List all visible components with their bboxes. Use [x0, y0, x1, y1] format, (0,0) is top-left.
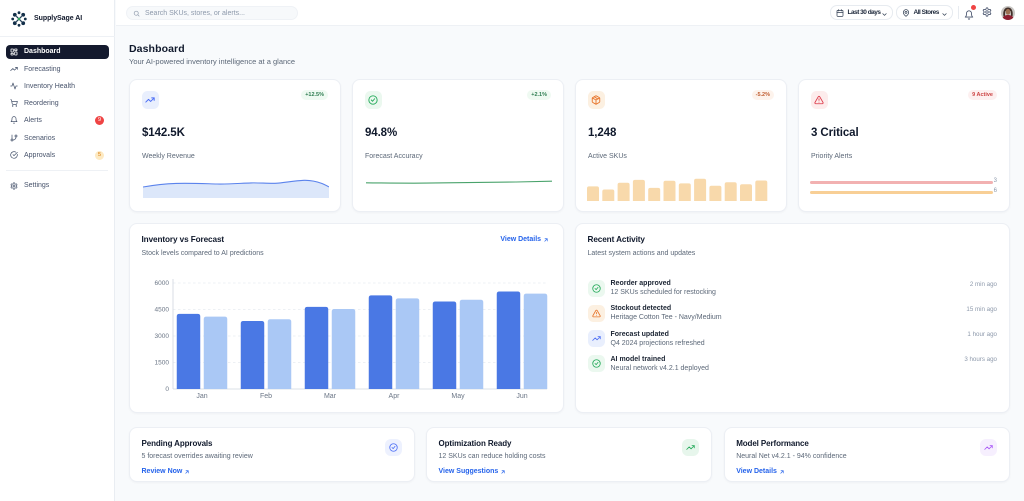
svg-text:1500: 1500 — [155, 360, 170, 367]
svg-text:3000: 3000 — [155, 333, 170, 340]
svg-text:0: 0 — [165, 386, 169, 393]
svg-text:Mar: Mar — [324, 393, 337, 400]
svg-text:Jun: Jun — [516, 393, 527, 400]
svg-text:4500: 4500 — [155, 307, 170, 314]
svg-text:6000: 6000 — [155, 280, 170, 287]
svg-text:Feb: Feb — [260, 393, 272, 400]
svg-text:Jan: Jan — [196, 393, 207, 400]
svg-text:Apr: Apr — [389, 393, 401, 400]
svg-text:May: May — [451, 393, 465, 400]
